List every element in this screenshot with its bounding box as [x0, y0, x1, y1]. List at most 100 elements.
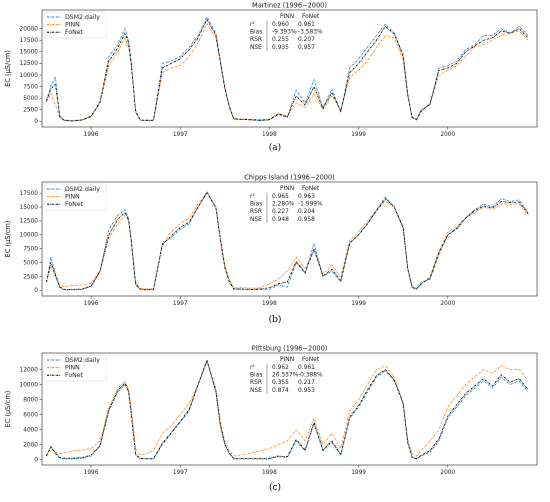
- metrics-cell: 0.355: [272, 380, 289, 386]
- metrics-cell: 0.255: [272, 37, 289, 43]
- series-line-fonet: [46, 18, 529, 122]
- metrics-cell: r²: [250, 364, 255, 371]
- y-tick-label: 12500: [20, 219, 39, 225]
- metrics-cell: 0.217: [298, 380, 315, 386]
- x-tick-label: 2000: [440, 301, 455, 307]
- legend-box: [43, 354, 107, 382]
- metrics-cell: -0.388%: [298, 373, 323, 379]
- chart-title: Martinez (1996−2000): [252, 2, 327, 10]
- legend-label: DSM2:daily: [65, 14, 100, 21]
- x-tick-label: 1996: [84, 301, 99, 307]
- metrics-cell: NSE: [250, 388, 262, 394]
- y-tick-label: 0: [34, 119, 38, 125]
- series-line-fonet: [46, 360, 529, 460]
- metrics-cell: 0.207: [298, 37, 315, 43]
- series-line-dsm2-daily: [46, 192, 529, 291]
- y-tick-label: 15000: [20, 50, 39, 56]
- y-tick-label: 10000: [20, 73, 39, 79]
- panel-caption: (c): [269, 482, 281, 493]
- y-tick-label: 20000: [20, 26, 39, 32]
- metrics-cell: Bias: [250, 202, 262, 208]
- y-tick-label: 17500: [20, 38, 39, 44]
- metrics-cell: 0.961: [298, 22, 315, 28]
- metrics-cell: -1.999%: [298, 202, 323, 208]
- metrics-cell: 0.948: [272, 217, 289, 223]
- legend-label: FoNet: [65, 372, 84, 379]
- chart-title: Chipps Island (1996−2000): [244, 174, 334, 182]
- metrics-cell: Bias: [250, 373, 262, 379]
- metrics-cell: 0.874: [272, 388, 289, 394]
- x-tick-label: 1996: [84, 470, 99, 476]
- metrics-cell: -3.583%: [298, 30, 323, 36]
- y-tick-label: 4000: [23, 427, 38, 433]
- metrics-cell: -9.393%: [272, 30, 297, 36]
- y-tick-label: 15000: [20, 205, 39, 211]
- metrics-cell: RSR: [250, 209, 262, 215]
- y-tick-label: 5000: [23, 96, 38, 102]
- metrics-header: FoNet: [302, 14, 320, 20]
- y-tick-label: 2000: [23, 443, 38, 449]
- x-tick-label: 2000: [440, 470, 455, 476]
- panel-caption: (b): [269, 314, 282, 325]
- chart-title: Pittsburg (1996−2000): [252, 345, 328, 353]
- series-line-fonet: [46, 192, 529, 291]
- metrics-cell: 26.537%: [272, 373, 299, 379]
- metrics-header: FoNet: [302, 186, 320, 192]
- metrics-cell: 0.935: [272, 45, 289, 51]
- legend-label: DSM2:daily: [65, 357, 100, 364]
- metrics-cell: 0.962: [272, 365, 289, 371]
- y-tick-label: 0: [34, 458, 38, 464]
- y-tick-label: 2500: [23, 108, 38, 114]
- series-line-pinn: [46, 361, 529, 457]
- x-tick-label: 1996: [84, 132, 99, 138]
- plot-frame: [41, 181, 538, 297]
- metrics-cell: 0.958: [298, 217, 315, 223]
- y-axis-label: EC (μS/cm): [4, 50, 12, 87]
- chart-panel-1: Martinez (1996−2000) EC (μS/cm) 0 2500 5000 7…: [4, 2, 538, 153]
- legend-label: FoNet: [65, 201, 84, 208]
- metrics-header: FoNet: [302, 357, 320, 363]
- chart-panel-3: Pittsburg (1996−2000) EC (μS/cm) 0 2000 4000…: [4, 345, 538, 493]
- metrics-cell: 0.960: [272, 22, 289, 28]
- plot-frame: [41, 9, 538, 128]
- x-tick-label: 1997: [173, 301, 188, 307]
- x-tick-label: 1998: [262, 132, 277, 138]
- y-tick-label: 2500: [23, 274, 38, 280]
- chart-panel-2: Chipps Island (1996−2000) EC (μS/cm) 0 2500…: [4, 174, 538, 325]
- x-tick-label: 1999: [351, 132, 366, 138]
- metrics-cell: 0.963: [298, 194, 315, 200]
- x-tick-label: 1998: [262, 470, 277, 476]
- legend-label: PINN: [65, 365, 80, 372]
- metrics-header: PINN: [280, 14, 294, 20]
- y-tick-label: 5000: [23, 260, 38, 266]
- metrics-cell: 0.961: [298, 365, 315, 371]
- y-axis-label: EC (μS/cm): [4, 391, 12, 428]
- metrics-header: PINN: [280, 186, 294, 192]
- series-line-dsm2-daily: [46, 16, 529, 122]
- y-tick-label: 6000: [23, 412, 38, 418]
- metrics-cell: Bias: [250, 30, 262, 36]
- y-tick-label: 12000: [20, 367, 39, 373]
- metrics-cell: 2.280%: [272, 202, 295, 208]
- x-tick-label: 1998: [262, 301, 277, 307]
- panel-caption: (a): [269, 142, 281, 153]
- metrics-cell: 0.957: [298, 45, 315, 51]
- y-tick-label: 8000: [23, 397, 38, 403]
- y-tick-label: 7500: [23, 247, 38, 253]
- x-tick-label: 1997: [173, 470, 188, 476]
- metrics-cell: r²: [250, 21, 255, 28]
- metrics-cell: 0.953: [298, 388, 315, 394]
- x-tick-label: 1997: [173, 132, 188, 138]
- legend-label: PINN: [65, 194, 80, 201]
- legend-box: [43, 183, 107, 211]
- legend-label: FoNet: [65, 29, 84, 36]
- metrics-cell: RSR: [250, 37, 262, 43]
- metrics-cell: 0.965: [272, 194, 289, 200]
- metrics-cell: 0.227: [272, 209, 289, 215]
- x-tick-label: 2000: [440, 132, 455, 138]
- series-line-pinn: [46, 191, 529, 290]
- metrics-cell: NSE: [250, 217, 262, 223]
- plot-frame: [41, 352, 538, 466]
- legend-label: PINN: [65, 22, 80, 29]
